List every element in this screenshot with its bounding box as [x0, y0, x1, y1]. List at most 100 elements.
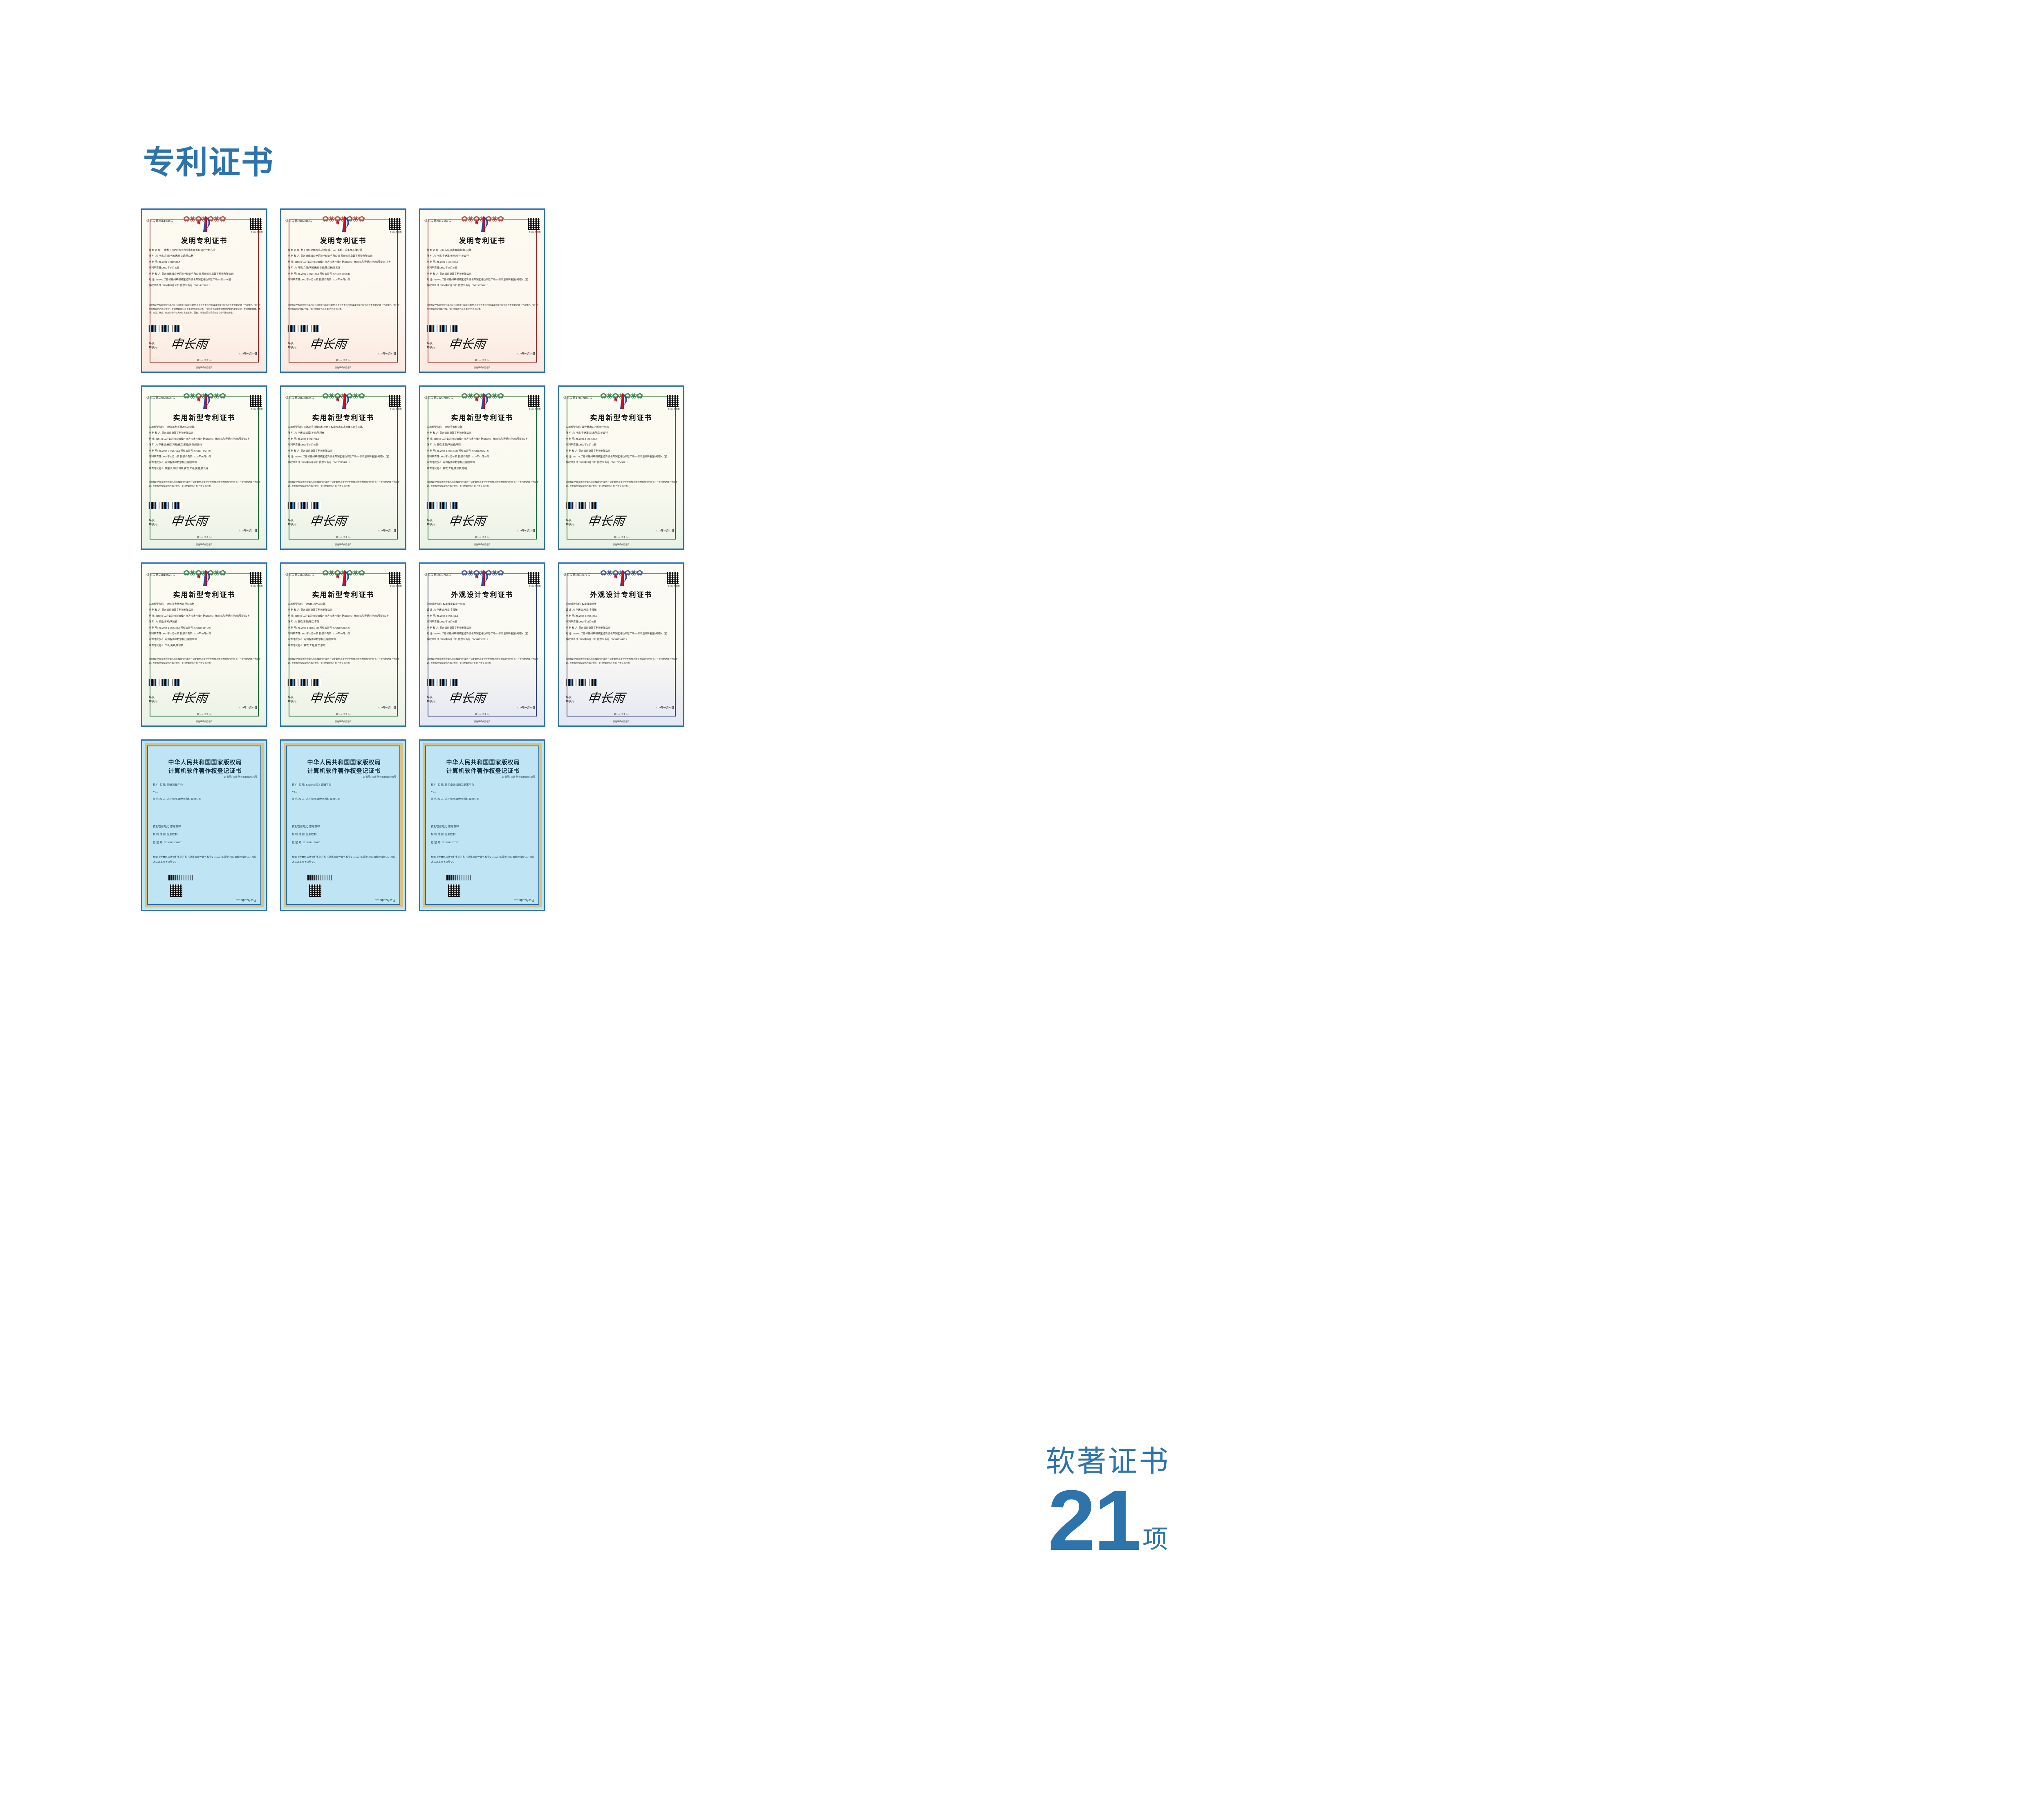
- certificate-number: 证书号第21815578号: [146, 573, 175, 577]
- certificate-row: ✿❀✿❀✿❀✿ 证书号第21815578号 专利公告信息 实用新型专利证书 实用新型名称…: [141, 562, 1245, 727]
- director-signature: 申长雨: [309, 337, 347, 352]
- certificate-field: 地 址: 215000 江苏省苏州市相城区经济技术开发区路劲国际广场B1栋阳澄湖…: [288, 455, 389, 458]
- certificate-field: 专 利 权 人: 苏州智而卓数字科技有限公司: [288, 450, 333, 452]
- certificate-field: 专利申请日: 2023年12月08日 授权公告日: 2024年09月03日: [288, 632, 350, 635]
- certificate-field: 专 利 号: ZL 2023 2 3108.0423 授权公告号: CN2210…: [288, 627, 350, 629]
- decorative-border: [145, 743, 264, 907]
- certificate-inner-frame: ✿❀✿❀✿❀✿: [289, 215, 398, 363]
- ornament-icon: ✿❀✿❀✿❀✿: [600, 569, 643, 578]
- certificate-number: 证书号第21635568号: [285, 573, 314, 577]
- certificate-field: 专 利 号: ZL 2024 1 1725702.2 授权公告号: CN2294…: [149, 450, 211, 452]
- certificate-fields: 发 明 名 称: 电压与电流通用输出接口电路发 明 人: 马杰;李建法;黄欢;欢…: [427, 249, 538, 290]
- qr-code-icon: [667, 395, 679, 407]
- certificate-footnote: 其他事项参见后页: [474, 721, 491, 723]
- certificate-number: 证书号第20686096号: [285, 396, 314, 400]
- sw-inner: 中华人民共和国国家版权局 计算机软件著作权登记证书 证书号: 软著登字第158244…: [429, 748, 537, 904]
- certificate-fields: 实用新型名称: 带计量功能的照明控制器发 明 人: 马杰;李建法;汪冰;陈欢;吴…: [566, 426, 677, 467]
- certificate-field: 发 明 名 称: 电压与电流通用输出接口电路: [427, 249, 472, 252]
- certificate-field: 发 明 人: 马杰;袁琦;李国建;孙日近;董红林: [149, 255, 193, 258]
- certificate-card: ✿❀✿❀✿❀✿ 证书号第6817161号 专利公告信息 发明专利证书发 明 名 称: …: [419, 208, 545, 373]
- certificate-field: 授权公告日: 2024年03月29日 授权公告号: CN115309658 B: [427, 284, 489, 287]
- certificate-paragraph: 国家知识产权局依照中华人民共和国专利法进行审查,决定授予专利权,颁发发明专利证书…: [427, 305, 538, 311]
- cnipa-emblem-icon: [474, 569, 491, 587]
- certificate-paragraph: 国家知识产权局依照中华人民共和国专利法进行初步审查,决定授予专利权,颁发实用新型…: [149, 658, 260, 665]
- sw-field: V2.0: [153, 790, 158, 794]
- sw-heading: 中华人民共和国国家版权局 计算机软件著作权登记证书: [446, 760, 520, 775]
- certificate-grid: ✿❀✿❀✿❀✿ 证书号第6661534号 专利公告信息 发明专利证书发 明 名 称: …: [141, 208, 1245, 924]
- certificate-number: 证书号第8002283号: [285, 219, 313, 223]
- sw-field: 著 作 权 人: 苏州智而卓数字科技有限公司: [292, 797, 341, 801]
- qr-code-icon: [667, 572, 679, 584]
- qr-code-icon: [389, 395, 401, 407]
- certificate-page-of: 第 1 页 (共 1 页): [336, 713, 351, 716]
- certificate-field: 发 明 人: 李建法;高欣;冯杜;黄欢;王磊;吴晓;吴云祥: [149, 444, 202, 447]
- certificate-field: 地 址: 215000 江苏省苏州市相城区经济技术开发区路劲国际广场B1栋阳澄湖…: [149, 615, 250, 618]
- certificate-field: 专 利 权 人: 苏州思瑞融合建筑技术研究有限公司 苏州智而卓数字科技有限公司: [149, 273, 234, 275]
- certificate-field: 发 明 名 称: 一种基于GRNN的多台冷水机组系统运行控制方法: [149, 249, 215, 252]
- certificate-fields: 发 明 名 称: 一种基于GRNN的多台冷水机组系统运行控制方法发 明 人: 马…: [149, 249, 260, 290]
- certificate-number: 证书号第17887848号: [563, 396, 592, 400]
- qr-code-label: 专利公告信息: [389, 585, 402, 588]
- certificate-field: 发 明 人: 黄欢;王磊;李效敏;马晓: [427, 444, 461, 447]
- signature-label: 局长 申长雨: [566, 518, 574, 526]
- certificate-inner-frame: ✿❀✿❀✿❀✿: [567, 392, 676, 540]
- sw-field: 著 作 权 人: 苏州智而卓数字科技有限公司: [431, 797, 480, 801]
- certificate-footnote: 其他事项参见后页: [613, 544, 630, 546]
- certificate-field: 申请时发明人: 王磊;黄欢;李效敏: [149, 644, 184, 647]
- certificate-field: 地 址: 215000 江苏省苏州市相城区经济技术开发区路劲国际广场B1栋阳澄湖…: [288, 615, 389, 618]
- software-stat-label: 软著证书: [1045, 1445, 1170, 1478]
- certificate-field: 专利申请日: 2023年11月02日: [566, 621, 596, 624]
- certificate-field: 授权公告日: 2022年11月22日 授权公告号: CN217554301 U: [566, 461, 628, 464]
- certificate-field: 实用新型名称: 一种电流型传感器授电电路: [149, 603, 195, 606]
- certificate-field: 发 明 人: 王磊;黄欢;李效敏: [149, 621, 177, 624]
- barcode-icon: [446, 875, 471, 880]
- director-signature: 申长雨: [309, 514, 347, 528]
- certificate-number: 证书号第6817161号: [424, 219, 452, 223]
- sw-fields-bottom: 权利取得方式: 原始取得权 利 范 围: 全部权利登 记 号: 2025SR11…: [292, 825, 396, 849]
- cnipa-emblem-icon: [335, 569, 352, 587]
- sw-paragraph: 根据《计算机软件保护条例》和《计算机软件著作权登记办法》的规定,经中国版权保护中…: [431, 856, 536, 864]
- certificate-page-of: 第 1 页 (共 1 页): [336, 359, 351, 362]
- certificate-field: 专 利 权 人: 苏州智而卓数字科技有限公司: [427, 273, 472, 275]
- certificate-field: 申请时发明人: 黄欢;王磊;陈欢;李效: [288, 644, 326, 647]
- signature-label: 局长 申长雨: [288, 695, 296, 703]
- left-page: 专利证书 ✿❀✿❀✿❀✿ 证书号第6661534号 专利公告信息 发明专利证书发 明 …: [141, 146, 1245, 1568]
- qr-code-icon: [528, 218, 540, 230]
- certificate-paragraph: 国家知识产权局依照中华人民共和国专利法进行初步审查,决定授予专利权,颁发实用新型…: [288, 481, 399, 488]
- cnipa-emblem-icon: [474, 392, 491, 410]
- qr-code-label: 专利公告信息: [528, 408, 541, 411]
- signature-label: 局长 申长雨: [566, 695, 574, 703]
- certificate-card: ✿❀✿❀✿❀✿ 证书号第21635568号 专利公告信息 实用新型专利证书 实用新型名称…: [280, 562, 406, 727]
- certificate-field: 专 利 号: ZL 2022 1 1044956.6: [427, 261, 458, 264]
- director-signature: 申长雨: [170, 691, 208, 705]
- certificate-field: 专 利 号: ZL 2022 1 0427340.7: [149, 261, 180, 264]
- sw-field: V2.0: [431, 790, 436, 794]
- cnipa-emblem-icon: [613, 392, 630, 410]
- signature-label: 局长 申长雨: [427, 695, 435, 703]
- certificate-footnote: 其他事项参见后页: [335, 367, 352, 369]
- certificate-field: 发 明 名 称: 基于风机变频的冷却塔降噪方法、系统、设备及存储介质: [288, 249, 362, 252]
- certificate-inner-frame: ✿❀✿❀✿❀✿: [567, 569, 676, 717]
- sw-field: 软 件 名 称: Keyzelle网关管理平台: [292, 784, 332, 786]
- certificate-field: 地 址: 215131 江苏省苏州市相城区经济技术开发区路劲国际广场B1栋阳澄湖…: [566, 455, 667, 458]
- software-stat-number: 21: [1048, 1472, 1142, 1568]
- sw-field: 著 作 权 人: 苏州智而卓数字科技有限公司: [153, 797, 202, 801]
- sw-fields-top: 软 件 名 称: Keyzelle网关管理平台 V1.0 著 作 权 人: 苏州智而…: [292, 783, 396, 804]
- certificate-number: 证书号第6661534号: [146, 219, 174, 223]
- software-copyright-certificate: 中华人民共和国国家版权局 计算机软件著作权登记证书 证书号: 软著登字第158004…: [280, 739, 406, 911]
- qr-code-icon: [528, 395, 540, 407]
- certificate-field: 实用新型名称: 一种信号解析电路: [427, 426, 463, 429]
- certificate-heading: 外观设计专利证书: [590, 591, 652, 599]
- decorative-border: [423, 743, 542, 907]
- qr-code-label: 专利公告信息: [250, 231, 263, 234]
- qr-code-icon: [389, 572, 401, 584]
- sw-paragraph: 根据《计算机软件保护条例》和《计算机软件著作权登记办法》的规定,经中国版权保护中…: [153, 856, 258, 864]
- certificate-date: 2025年06月13日: [377, 352, 397, 355]
- barcode-icon: [168, 875, 193, 880]
- certificate-date: 2024年01月30日: [238, 352, 258, 355]
- barcode-icon: [287, 502, 320, 509]
- certificate-field: 地 址: 215000 江苏省苏州市相城区经济技术开发区路劲国际广场B1栋阳澄湖…: [427, 278, 528, 281]
- certificate-heading: 发明专利证书: [320, 237, 367, 245]
- qr-code-label: 专利公告信息: [250, 585, 263, 588]
- certificate-row: ✿❀✿❀✿❀✿ 证书号第22926608号 专利公告信息 实用新型专利证书 实用新型名称…: [141, 385, 1245, 550]
